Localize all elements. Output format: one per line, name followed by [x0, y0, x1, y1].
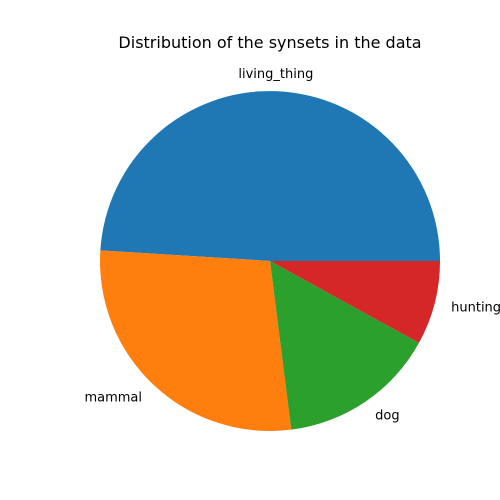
- pie-label-mammal: mammal: [84, 390, 142, 405]
- pie-label-living-thing: living_thing: [238, 67, 313, 82]
- pie-slice-mammal: [100, 250, 292, 432]
- pie-label-hunting-dog: hunting_dog: [451, 301, 500, 316]
- pie-slices: [100, 91, 440, 432]
- pie-slice-dog: [270, 261, 419, 430]
- chart-title: Distribution of the synsets in the data: [118, 33, 421, 52]
- pie-slice-living-thing: [100, 91, 440, 261]
- pie-slice-hunting-dog: [270, 261, 440, 343]
- pie-label-dog: dog: [375, 409, 399, 424]
